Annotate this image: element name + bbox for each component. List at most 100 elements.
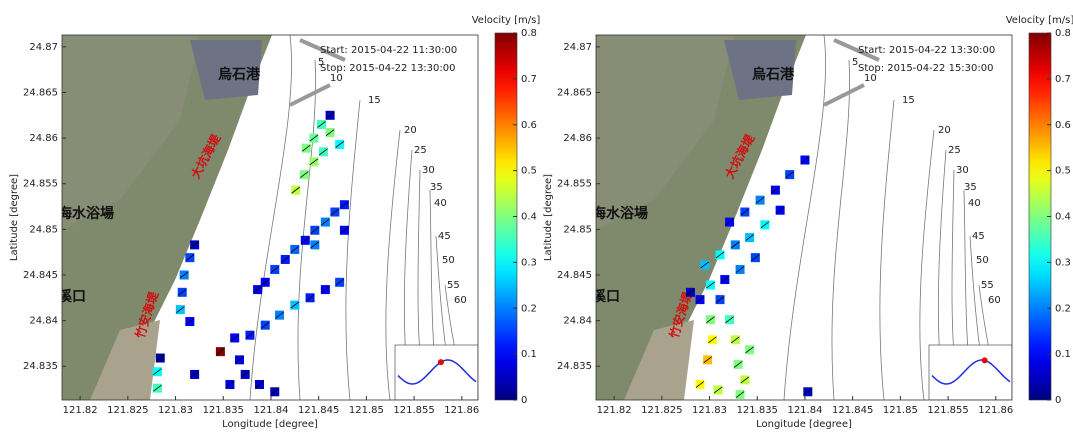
map-background: 烏石港頭城海水浴場竹安溪口大坑海堤竹安海堤5101520253035404550… [29,35,478,400]
y-tick-label: 24.855 [557,179,592,190]
y-tick-label: 24.85 [563,224,592,235]
contour-label: 15 [902,95,915,106]
contour-label: 10 [330,73,343,84]
velocity-arrow [185,318,195,325]
velocity-arrow [185,254,195,261]
velocity-arrow [751,254,760,261]
y-tick-label: 24.85 [29,224,58,235]
contour-label: 50 [442,255,455,266]
velocity-arrow [309,134,319,142]
colorbar-tick-label: 0.2 [521,303,537,314]
contour-label: 30 [956,165,969,176]
contour-label: 30 [422,165,435,176]
y-tick-label: 24.87 [563,42,592,53]
velocity-arrow [803,388,813,396]
tide-inset [394,344,478,400]
velocity-arrow [740,376,750,384]
x-tick-label: 121.845 [832,405,873,416]
velocity-arrow [281,256,290,263]
y-tick-label: 24.86 [563,133,592,144]
velocity-arrow [176,306,185,313]
velocity-arrow [290,246,300,253]
velocity-arrow [715,251,725,259]
y-tick-label: 24.865 [557,87,592,98]
time-annotation: Stop: 2015-04-22 13:30:00 [320,63,456,74]
velocity-arrow [300,171,309,178]
velocity-arrow [725,218,734,226]
velocity-arrow [325,111,335,119]
velocity-arrow [230,334,239,342]
velocity-arrow [715,296,725,303]
velocity-arrow [725,316,734,324]
contour-label: 20 [938,125,951,136]
x-tick-label: 121.855 [393,405,434,416]
y-tick-label: 24.835 [557,361,592,372]
velocity-arrow [190,241,199,249]
colorbar-tick-label: 0.2 [1055,303,1071,314]
velocity-arrow [731,336,740,344]
x-axis-label: Longitude [degree] [222,419,318,430]
velocity-arrow [745,234,754,241]
velocity-arrow [245,331,255,339]
tide-curve [397,359,477,385]
velocity-arrow [255,381,264,388]
velocity-arrow [330,208,340,216]
colorbar-tick-label: 0.6 [1055,120,1071,131]
x-tick-label: 121.85 [883,405,918,416]
velocity-arrow [695,296,705,303]
velocity-arrow [745,346,754,354]
velocity-arrow [700,261,710,269]
colorbar-tick-label: 0.4 [521,212,537,223]
velocity-arrow [225,381,235,388]
x-tick-label: 121.825 [641,405,682,416]
place-label: 頭城海水浴場 [30,205,114,222]
velocity-arrow [740,208,750,216]
colorbar-label: Velocity [m/s] [472,15,541,26]
velocity-arrow [235,356,244,364]
y-tick-label: 24.835 [23,361,58,372]
colorbar-tick-label: 0.4 [1055,212,1071,223]
velocity-arrow [301,236,310,244]
contour-label: 40 [968,198,981,209]
x-tick-label: 121.82 [597,405,632,416]
velocity-arrow [156,354,165,362]
x-tick-label: 121.84 [787,405,822,416]
contour-label: 25 [948,145,961,156]
colorbar-tick-label: 0.7 [1055,74,1071,85]
tide-inset [928,344,1012,400]
x-tick-label: 121.825 [107,405,148,416]
velocity-arrow [771,186,780,194]
place-label: 竹安溪口 [29,288,86,305]
x-tick-label: 121.86 [444,405,479,416]
velocity-arrow [321,286,330,293]
x-tick-label: 121.835 [203,405,244,416]
velocity-arrow [340,201,349,209]
y-tick-label: 24.845 [23,270,58,281]
velocity-arrow [735,391,745,398]
y-axis-label: Latitude [degree] [543,174,554,261]
contour-label: 25 [414,145,427,156]
time-annotation: Start: 2015-04-22 13:30:00 [858,45,995,56]
tide-curve [931,359,1011,385]
velocity-arrow [310,241,320,249]
velocity-arrow [325,129,335,136]
x-axis-label: Longitude [degree] [756,419,852,430]
colorbar-tick-label: 0.5 [521,166,537,177]
contour-label: 50 [976,255,989,266]
velocity-arrow [260,321,270,329]
colorbar-tick-label: 0.5 [1055,166,1071,177]
colorbar-tick-label: 0.8 [1055,28,1071,39]
velocity-arrow [190,371,199,378]
velocity-arrow [309,158,319,166]
velocity-arrow [775,206,785,214]
place-label: 頭城海水浴場 [564,205,648,222]
contour-label: 55 [981,280,994,291]
x-tick-label: 121.845 [298,405,339,416]
velocity-arrow [291,186,301,194]
place-label: 烏石港 [752,66,795,83]
contour-label: 10 [864,73,877,84]
colorbar-tick-label: 0.6 [521,120,537,131]
y-tick-label: 24.84 [563,316,592,327]
velocity-arrow [731,241,740,249]
